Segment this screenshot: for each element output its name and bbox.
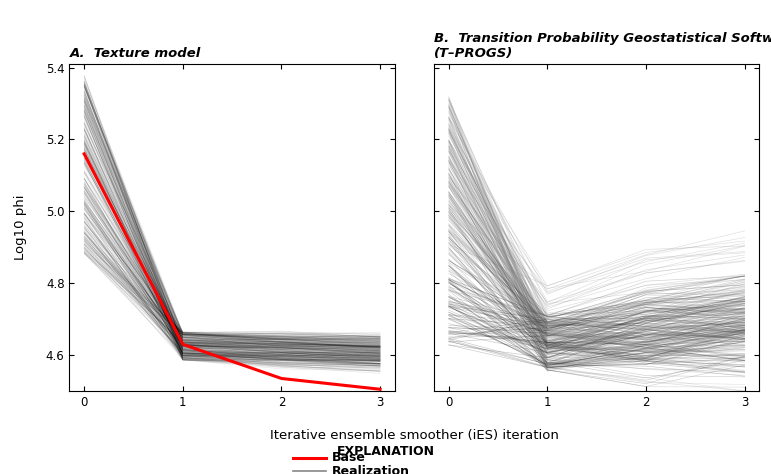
Text: B.  Transition Probability Geostatistical Software
(T–PROGS): B. Transition Probability Geostatistical… [434,32,771,60]
Text: Base: Base [332,451,365,464]
Y-axis label: Log10 phi: Log10 phi [14,195,27,260]
Text: A.  Texture model: A. Texture model [69,47,200,60]
Text: EXPLANATION: EXPLANATION [336,445,435,457]
Text: Realization: Realization [332,465,410,474]
Text: Iterative ensemble smoother (iES) iteration: Iterative ensemble smoother (iES) iterat… [270,429,559,442]
